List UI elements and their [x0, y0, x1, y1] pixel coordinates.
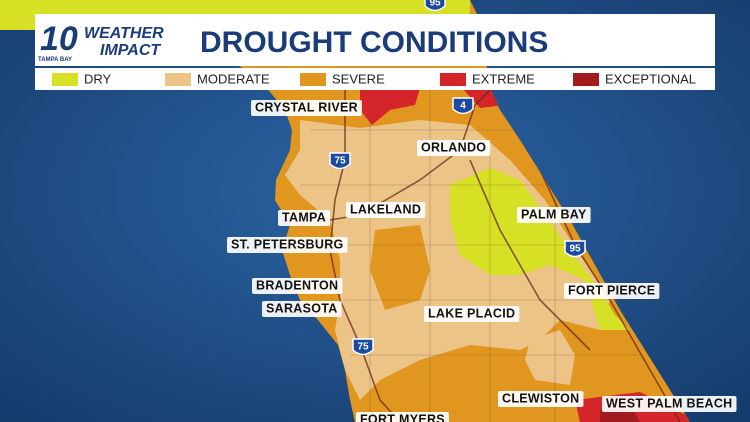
city-label-bg	[278, 210, 331, 226]
highway-shield: 95	[424, 0, 446, 12]
highway-shield: 4	[452, 97, 474, 115]
legend-label: MODERATE	[197, 71, 270, 86]
moderate-area	[285, 120, 610, 400]
city-name: PALM BAY	[521, 207, 587, 221]
city-label: ORLANDO	[417, 140, 491, 156]
turnpike	[469, 159, 591, 351]
city-label-bg	[252, 278, 343, 294]
county-lines	[300, 90, 640, 422]
shield-label: 95	[429, 0, 441, 9]
city-label-bg	[417, 140, 491, 156]
city-name: CLEWISTON	[502, 391, 579, 405]
city-label: LAKELAND	[346, 202, 426, 218]
city-name: ORLANDO	[421, 140, 486, 154]
header-bg	[35, 14, 715, 66]
legend-item: MODERATE	[165, 71, 270, 86]
city-name: LAKELAND	[350, 202, 421, 216]
legend-item: SEVERE	[300, 71, 385, 86]
legend-label: DRY	[84, 71, 112, 86]
city-label-bg	[517, 207, 591, 223]
legend-item: EXCEPTIONAL	[573, 71, 696, 86]
shield-label: 4	[460, 101, 466, 112]
highway-shield: 75	[352, 338, 374, 356]
city-label-bg	[424, 306, 520, 322]
shield-shape	[564, 240, 586, 258]
legend-label: EXCEPTIONAL	[605, 71, 696, 86]
legend-bg	[35, 68, 715, 90]
highway-shield: 75	[329, 152, 351, 170]
header: 10 WEATHER IMPACT TAMPA BAY DROUGHT COND…	[35, 14, 715, 90]
legend: DRY MODERATE SEVERE EXTREME EXCEPTIONAL	[52, 71, 696, 86]
city-label: TAMPA	[278, 210, 331, 226]
city-label: FORT MYERS	[356, 412, 449, 422]
city-label: FORT PIERCE	[564, 283, 660, 299]
city-name: TAMPA	[282, 210, 326, 224]
city-name: LAKE PLACID	[428, 306, 515, 320]
title: DROUGHT CONDITIONS	[200, 26, 548, 59]
shield-label: 75	[334, 156, 346, 167]
highway-shield: 95	[564, 240, 586, 258]
shield-label: 75	[357, 342, 369, 353]
city-label-bg	[227, 237, 348, 253]
logo-line1: WEATHER	[84, 25, 164, 42]
city-label: PALM BAY	[517, 207, 591, 223]
highway-shields: 95 4 75 95 75	[329, 0, 586, 356]
legend-item: EXTREME	[440, 71, 535, 86]
city-label: CLEWISTON	[498, 391, 584, 407]
legend-swatch	[52, 73, 78, 86]
city-label: CRYSTAL RIVER	[251, 100, 362, 116]
shield-shape	[424, 0, 446, 12]
city-name: CRYSTAL RIVER	[255, 100, 358, 114]
legend-swatch	[300, 73, 326, 86]
legend-swatch	[573, 73, 599, 86]
dry-area	[450, 168, 630, 330]
shield-shape	[352, 338, 374, 356]
legend-swatch	[165, 73, 191, 86]
extreme-area	[360, 88, 420, 125]
city-label-bg	[262, 301, 342, 317]
city-label: BRADENTON	[252, 278, 343, 294]
city-label-bg	[251, 100, 362, 116]
city-label: SARASOTA	[262, 301, 342, 317]
city-name: FORT PIERCE	[568, 283, 655, 297]
city-label-bg	[498, 391, 584, 407]
legend-swatch	[440, 73, 466, 86]
moderate-area	[525, 330, 575, 385]
shield-shape	[452, 97, 474, 115]
city-label-bg	[356, 412, 449, 422]
city-name: FORT MYERS	[360, 412, 445, 422]
shield-shape	[329, 152, 351, 170]
logo-station: TAMPA BAY	[38, 57, 72, 63]
city-name: BRADENTON	[256, 278, 338, 292]
legend-label: SEVERE	[332, 71, 385, 86]
city-label: LAKE PLACID	[424, 306, 520, 322]
city-labels: CRYSTAL RIVER ORLANDO TAMPA LAKELAND PALM BA…	[227, 100, 737, 422]
city-label: WEST PALM BEACH	[602, 396, 737, 412]
logo-line2: IMPACT	[100, 42, 161, 59]
legend-label: EXTREME	[472, 71, 535, 86]
legend-item: DRY	[52, 71, 112, 86]
city-label-bg	[564, 283, 660, 299]
city-name: ST. PETERSBURG	[231, 237, 344, 251]
shield-label: 95	[569, 244, 581, 255]
city-label: ST. PETERSBURG	[227, 237, 348, 253]
city-name: SARASOTA	[266, 301, 338, 315]
city-label-bg	[346, 202, 426, 218]
city-label-bg	[602, 396, 737, 412]
city-name: WEST PALM BEACH	[606, 396, 733, 410]
severe-area	[370, 225, 430, 310]
logo-number: 10	[40, 20, 78, 58]
